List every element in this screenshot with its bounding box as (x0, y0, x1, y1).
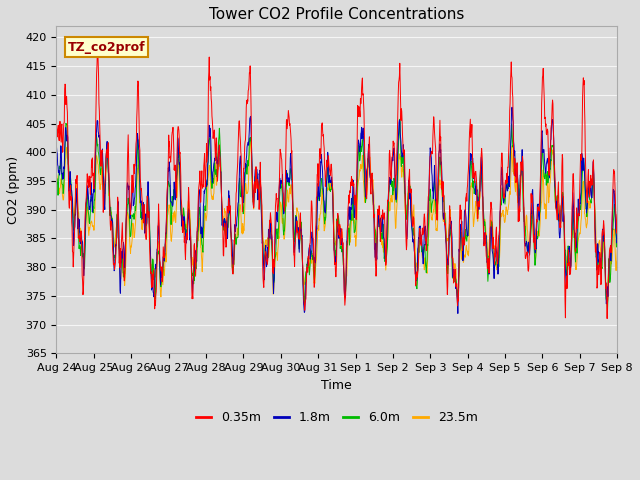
Title: Tower CO2 Profile Concentrations: Tower CO2 Profile Concentrations (209, 7, 465, 22)
Legend: 0.35m, 1.8m, 6.0m, 23.5m: 0.35m, 1.8m, 6.0m, 23.5m (191, 406, 483, 429)
Y-axis label: CO2 (ppm): CO2 (ppm) (7, 156, 20, 224)
Text: TZ_co2prof: TZ_co2prof (68, 41, 145, 54)
X-axis label: Time: Time (321, 379, 352, 392)
